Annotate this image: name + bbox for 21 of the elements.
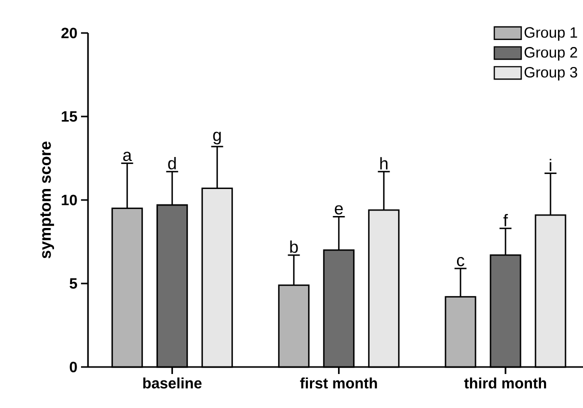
annotation: f: [503, 214, 508, 226]
x-tick-label: third month: [464, 377, 546, 388]
y-tick-label: 15: [62, 111, 78, 122]
annotation: g: [213, 132, 221, 144]
x-tick-label: first month: [300, 377, 377, 388]
annotation: i: [550, 158, 552, 172]
annotation: h: [380, 157, 388, 170]
y-tick-label: 10: [62, 194, 77, 206]
x-tick-label: baseline: [143, 377, 202, 388]
y-tick-label: 5: [70, 278, 78, 289]
annotation: c: [456, 257, 464, 266]
y-axis-title: symptom score: [40, 142, 54, 258]
annotation: d: [168, 156, 176, 170]
y-tick-label: 0: [70, 362, 77, 372]
annotation: b: [290, 240, 298, 253]
y-tick-label: 20: [61, 28, 77, 38]
legend-label: Group 2: [524, 47, 578, 61]
annotation: e: [334, 205, 343, 215]
annotation: a: [123, 152, 132, 162]
legend-label: Group 1: [524, 27, 578, 41]
legend-label: Group 3: [524, 66, 578, 80]
